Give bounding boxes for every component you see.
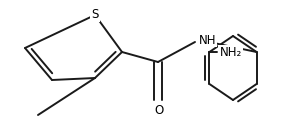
Text: O: O bbox=[154, 104, 164, 117]
Text: S: S bbox=[91, 9, 99, 21]
Text: NH₂: NH₂ bbox=[219, 45, 242, 58]
Text: NH: NH bbox=[199, 33, 217, 46]
